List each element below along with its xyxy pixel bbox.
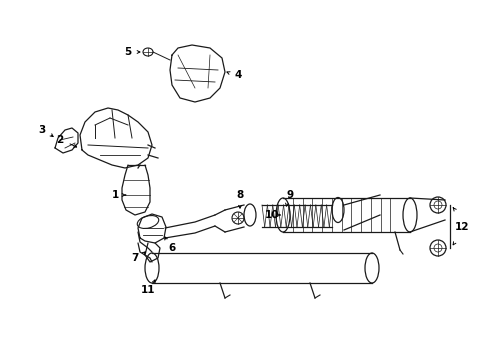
Text: 2: 2 <box>56 135 63 145</box>
Text: 1: 1 <box>111 190 119 200</box>
Text: 9: 9 <box>286 190 293 200</box>
Text: 8: 8 <box>236 190 243 200</box>
Text: 12: 12 <box>454 222 468 232</box>
Text: 10: 10 <box>264 210 279 220</box>
Text: 7: 7 <box>131 253 139 263</box>
Text: 4: 4 <box>234 70 241 80</box>
Text: 6: 6 <box>168 243 175 253</box>
Text: 5: 5 <box>124 47 131 57</box>
Text: 11: 11 <box>141 285 155 295</box>
Text: 3: 3 <box>38 125 45 135</box>
